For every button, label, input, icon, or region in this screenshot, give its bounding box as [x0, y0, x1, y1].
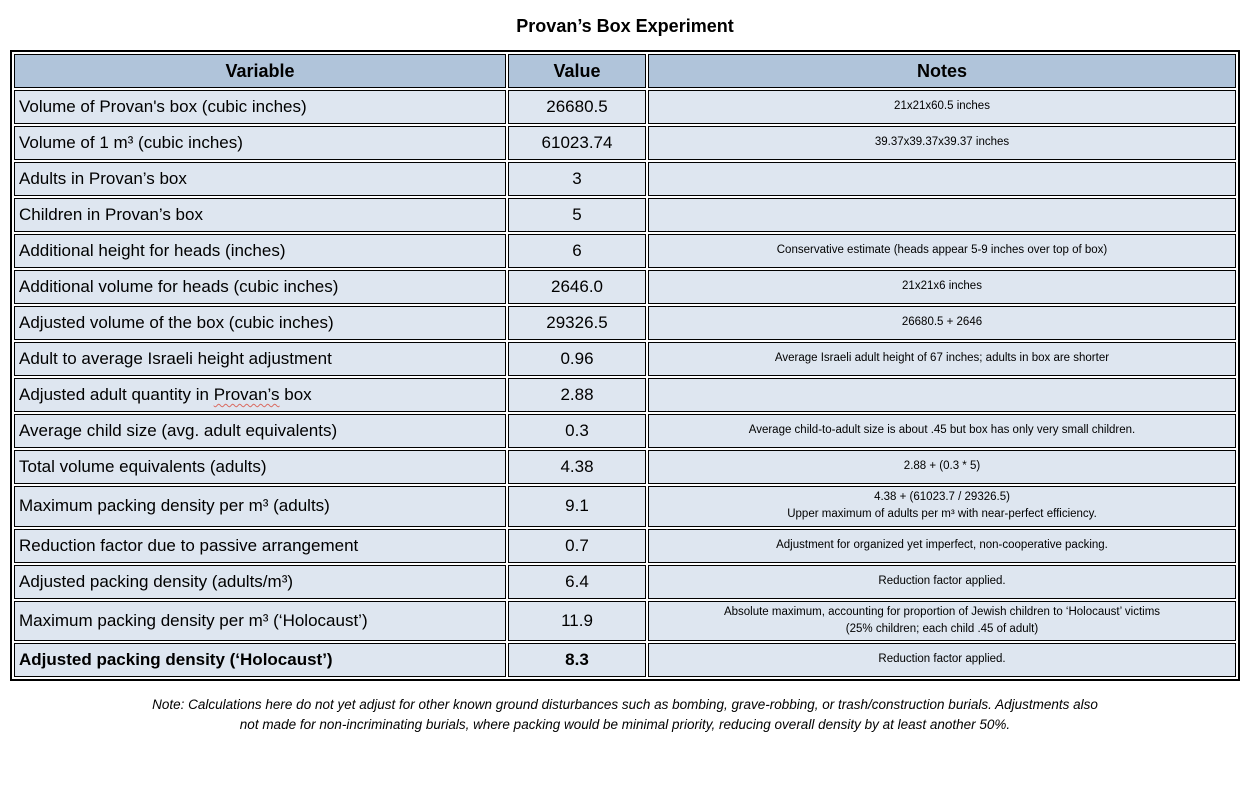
- value-cell: 5: [508, 198, 646, 232]
- value-cell: 26680.5: [508, 90, 646, 124]
- value-cell: 0.3: [508, 414, 646, 448]
- value-cell: 2646.0: [508, 270, 646, 304]
- table-row: Maximum packing density per m³ (‘Holocau…: [14, 600, 1236, 641]
- value-cell: 4.38: [508, 450, 646, 484]
- variable-text: box: [279, 385, 312, 404]
- note-cell: Conservative estimate (heads appear 5-9 …: [648, 234, 1236, 268]
- note-cell: 26680.5 + 2646: [648, 306, 1236, 340]
- note-cell: Average child-to-adult size is about .45…: [648, 414, 1236, 448]
- variable-cell: Reduction factor due to passive arrangem…: [14, 528, 506, 563]
- table-header: Variable Value Notes: [14, 54, 1236, 88]
- note-cell: 21x21x6 inches: [648, 270, 1236, 304]
- note-cell: 2.88 + (0.3 * 5): [648, 450, 1236, 484]
- note-cell: 39.37x39.37x39.37 inches: [648, 126, 1236, 160]
- header-row: Variable Value Notes: [14, 54, 1236, 88]
- table-row: Adult to average Israeli height adjustme…: [14, 342, 1236, 376]
- footer-note: Note: Calculations here do not yet adjus…: [152, 697, 1098, 733]
- variable-cell: Total volume equivalents (adults): [14, 450, 506, 484]
- table-row: Additional height for heads (inches) 6 C…: [14, 234, 1236, 268]
- note-cell: Reduction factor applied.: [648, 643, 1236, 677]
- table-row: Reduction factor due to passive arrangem…: [14, 528, 1236, 563]
- variable-cell: Maximum packing density per m³ (‘Holocau…: [14, 600, 506, 641]
- table-row: Volume of 1 m³ (cubic inches) 61023.74 3…: [14, 126, 1236, 160]
- variable-cell: Adjusted packing density (adults/m³): [14, 564, 506, 599]
- value-cell: 29326.5: [508, 306, 646, 340]
- note-cell: Adjustment for organized yet imperfect, …: [648, 528, 1236, 563]
- variable-cell: Maximum packing density per m³ (adults): [14, 486, 506, 527]
- table-row: Average child size (avg. adult equivalen…: [14, 414, 1236, 448]
- note-cell: 21x21x60.5 inches: [648, 90, 1236, 124]
- value-cell: 11.9: [508, 600, 646, 641]
- table-body: Volume of Provan's box (cubic inches) 26…: [14, 90, 1236, 677]
- table-row: Adjusted adult quantity in Provan’s box …: [14, 378, 1236, 412]
- variable-cell: Adults in Provan’s box: [14, 162, 506, 196]
- note-cell: 4.38 + (61023.7 / 29326.5) Upper maximum…: [648, 486, 1236, 527]
- variable-cell: Adjusted volume of the box (cubic inches…: [14, 306, 506, 340]
- note-cell: Absolute maximum, accounting for proport…: [648, 600, 1236, 641]
- misspelled-word: Provan’s: [213, 385, 280, 404]
- table-row: Adjusted packing density (‘Holocaust’) 8…: [14, 643, 1236, 677]
- value-cell: 0.96: [508, 342, 646, 376]
- page-title: Provan’s Box Experiment: [516, 16, 734, 36]
- variable-cell: Adjusted packing density (‘Holocaust’): [14, 643, 506, 677]
- table-row: Children in Provan’s box 5: [14, 198, 1236, 232]
- variable-cell: Adult to average Israeli height adjustme…: [14, 342, 506, 376]
- table-row: Additional volume for heads (cubic inche…: [14, 270, 1236, 304]
- column-header-variable: Variable: [14, 54, 506, 88]
- value-cell: 6.4: [508, 564, 646, 599]
- note-cell: Reduction factor applied.: [648, 564, 1236, 599]
- value-cell: 0.7: [508, 528, 646, 563]
- table-row: Adjusted volume of the box (cubic inches…: [14, 306, 1236, 340]
- variable-cell: Additional height for heads (inches): [14, 234, 506, 268]
- table-row: Total volume equivalents (adults) 4.38 2…: [14, 450, 1236, 484]
- table-row: Volume of Provan's box (cubic inches) 26…: [14, 90, 1236, 124]
- table-row: Adjusted packing density (adults/m³) 6.4…: [14, 564, 1236, 599]
- value-cell: 3: [508, 162, 646, 196]
- variable-text: Adjusted adult quantity in: [19, 385, 214, 404]
- note-cell: [648, 378, 1236, 412]
- value-cell: 61023.74: [508, 126, 646, 160]
- value-cell: 2.88: [508, 378, 646, 412]
- variable-cell: Volume of 1 m³ (cubic inches): [14, 126, 506, 160]
- value-cell: 8.3: [508, 643, 646, 677]
- note-cell: [648, 162, 1236, 196]
- variable-cell: Additional volume for heads (cubic inche…: [14, 270, 506, 304]
- note-cell: [648, 198, 1236, 232]
- value-cell: 6: [508, 234, 646, 268]
- variable-cell: Adjusted adult quantity in Provan’s box: [14, 378, 506, 412]
- table-row: Adults in Provan’s box 3: [14, 162, 1236, 196]
- variable-cell: Children in Provan’s box: [14, 198, 506, 232]
- variable-cell: Average child size (avg. adult equivalen…: [14, 414, 506, 448]
- experiment-table: Variable Value Notes Volume of Provan's …: [10, 50, 1240, 681]
- note-cell: Average Israeli adult height of 67 inche…: [648, 342, 1236, 376]
- variable-cell: Volume of Provan's box (cubic inches): [14, 90, 506, 124]
- column-header-notes: Notes: [648, 54, 1236, 88]
- column-header-value: Value: [508, 54, 646, 88]
- value-cell: 9.1: [508, 486, 646, 527]
- table-row: Maximum packing density per m³ (adults) …: [14, 486, 1236, 527]
